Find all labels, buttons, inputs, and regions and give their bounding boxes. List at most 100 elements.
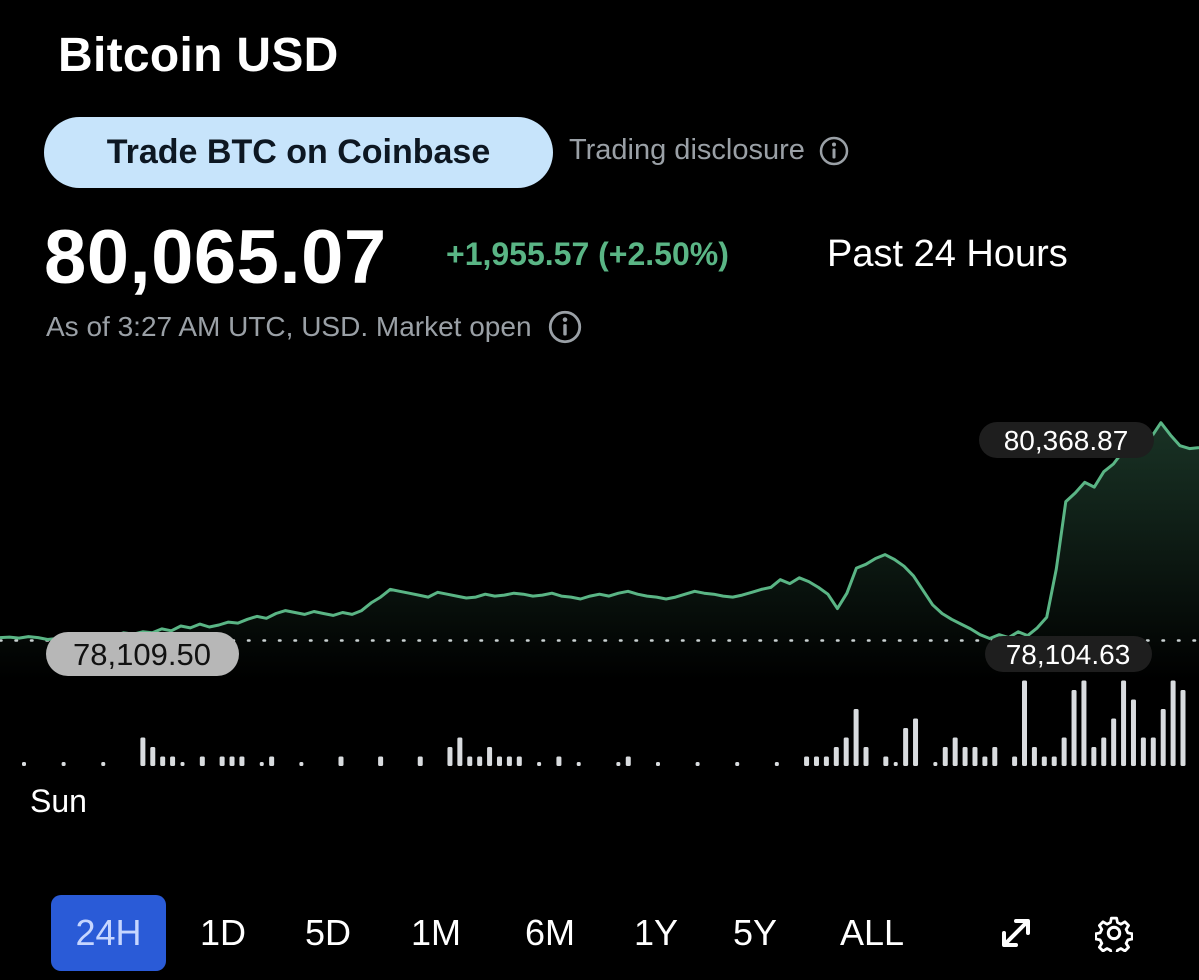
high-label: 80,368.87 xyxy=(979,422,1154,458)
info-icon[interactable] xyxy=(548,310,582,344)
volume-bar xyxy=(160,756,166,766)
volume-bar xyxy=(487,747,493,766)
volume-bar xyxy=(942,747,948,766)
volume-bar xyxy=(378,756,384,766)
volume-bar xyxy=(883,756,889,766)
volume-bar xyxy=(833,747,839,766)
svg-text:80,368.87: 80,368.87 xyxy=(1004,425,1129,456)
volume-bar xyxy=(199,756,205,766)
expand-icon[interactable] xyxy=(981,895,1051,971)
timeframe-5y[interactable]: 5Y xyxy=(732,912,778,953)
volume-bar xyxy=(913,718,919,766)
volume-bar xyxy=(556,756,562,766)
timeframe-6m[interactable]: 6M xyxy=(524,912,575,953)
volume-bar xyxy=(774,762,779,766)
volume-bar xyxy=(1101,737,1107,766)
volume-bar xyxy=(477,756,483,766)
volume-bar xyxy=(101,762,106,766)
volume-bar xyxy=(1121,680,1127,766)
trade-button[interactable]: Trade BTC on Coinbase xyxy=(44,117,553,188)
change-period: Past 24 Hours xyxy=(827,233,1068,275)
volume-bar xyxy=(506,756,512,766)
volume-bar xyxy=(735,762,740,766)
volume-bar xyxy=(1012,756,1018,766)
volume-bar xyxy=(1130,699,1136,766)
low-label: 78,104.63 xyxy=(985,636,1152,672)
volume-bar xyxy=(269,756,275,766)
volume-bar xyxy=(170,756,176,766)
info-icon[interactable] xyxy=(819,136,849,166)
timeframe-all[interactable]: ALL xyxy=(839,912,905,953)
as-of-text: As of 3:27 AM UTC, USD. Market open xyxy=(46,311,532,342)
volume-bar xyxy=(516,756,522,766)
volume-bar xyxy=(843,737,849,766)
timeframe-1m[interactable]: 1M xyxy=(410,912,461,953)
price-area xyxy=(0,422,1199,680)
timeframe-bar: 24H 1D 5D 1M 6M 1Y 5Y ALL xyxy=(51,895,1171,971)
volume-bar xyxy=(457,737,463,766)
volume-bar xyxy=(1140,737,1146,766)
volume-bar xyxy=(150,747,156,766)
svg-text:78,104.63: 78,104.63 xyxy=(1006,639,1131,670)
volume-bar xyxy=(813,756,819,766)
volume-bar xyxy=(61,762,66,766)
page-title: Bitcoin USD xyxy=(58,29,339,82)
volume-bar xyxy=(933,762,938,766)
timeframe-1y[interactable]: 1Y xyxy=(633,912,679,953)
volume-bar xyxy=(863,747,869,766)
volume-bar xyxy=(1031,747,1037,766)
volume-bar xyxy=(982,756,988,766)
volume-bar xyxy=(259,762,264,766)
volume-bar xyxy=(1150,737,1156,766)
volume-bar xyxy=(695,762,700,766)
volume-bar xyxy=(1071,690,1077,766)
price-line xyxy=(0,421,1199,641)
volume-bar xyxy=(1081,680,1087,766)
volume-bar xyxy=(992,747,998,766)
volume-bar xyxy=(616,762,621,766)
volume-bar xyxy=(338,756,344,766)
timeframe-5d[interactable]: 5D xyxy=(304,912,352,953)
volume-bar xyxy=(576,762,581,766)
volume-bar xyxy=(1091,747,1097,766)
volume-bar xyxy=(219,756,225,766)
x-tick-label: Sun xyxy=(30,783,87,819)
price-chart[interactable]: 80,368.87 78,104.63 78,109.50 Sun xyxy=(0,380,1199,830)
volume-bar xyxy=(823,756,829,766)
volume-bar xyxy=(180,762,185,766)
volume-bar xyxy=(229,756,235,766)
trading-disclosure-label[interactable]: Trading disclosure xyxy=(569,134,805,166)
volume-bar xyxy=(299,762,304,766)
volume-bar xyxy=(22,762,26,766)
volume-bar xyxy=(239,756,245,766)
volume-bar xyxy=(1180,690,1186,766)
current-price: 80,065.07 xyxy=(44,215,387,300)
volume-bar xyxy=(1051,756,1057,766)
timeframe-1d[interactable]: 1D xyxy=(199,912,247,953)
volume-bar xyxy=(853,709,859,766)
timeframe-24h[interactable]: 24H xyxy=(51,895,166,971)
volume-bar xyxy=(1041,756,1047,766)
volume-bar xyxy=(1111,718,1117,766)
volume-bar xyxy=(655,762,660,766)
volume-bar xyxy=(1061,737,1067,766)
volume-bar xyxy=(1160,709,1166,766)
trading-disclosure[interactable]: Trading disclosure xyxy=(569,134,849,167)
volume-bar xyxy=(625,756,631,766)
volume-bar xyxy=(1022,680,1028,766)
volume-bar xyxy=(467,756,473,766)
volume-bar xyxy=(962,747,968,766)
price-change: +1,955.57 (+2.50%) xyxy=(446,236,729,272)
volume-bar xyxy=(537,762,542,766)
volume-bar xyxy=(447,747,453,766)
volume-bar xyxy=(893,762,898,766)
volume-bar xyxy=(140,737,146,766)
previous-close-label: 78,109.50 xyxy=(46,632,239,676)
volume-bar xyxy=(903,728,909,766)
gear-icon[interactable] xyxy=(1079,895,1149,971)
volume-bars xyxy=(22,680,1186,766)
volume-bar xyxy=(804,756,810,766)
as-of-line: As of 3:27 AM UTC, USD. Market open xyxy=(46,310,582,344)
volume-bar xyxy=(972,747,978,766)
svg-text:78,109.50: 78,109.50 xyxy=(73,637,211,672)
